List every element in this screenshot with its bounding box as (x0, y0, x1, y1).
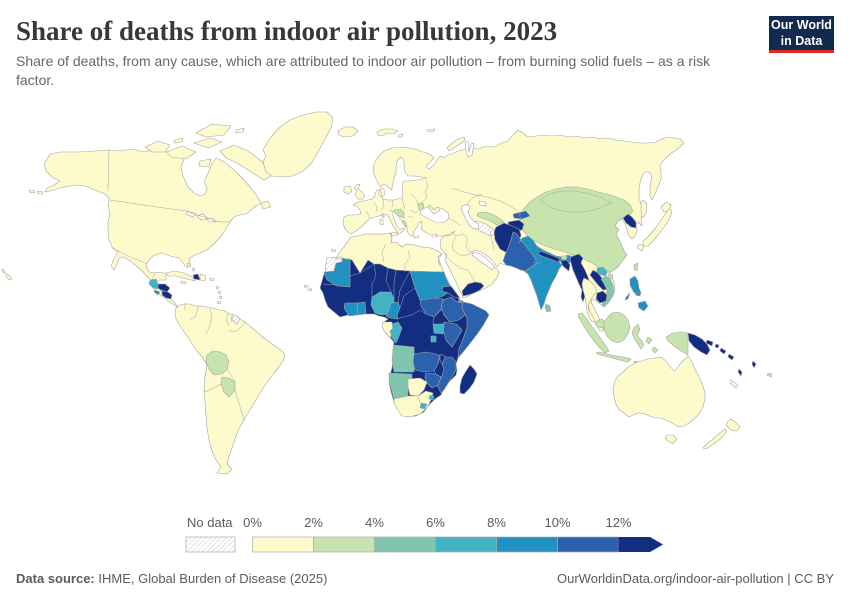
svg-text:6%: 6% (426, 515, 445, 530)
svg-text:No data: No data (187, 515, 233, 530)
svg-text:0%: 0% (243, 515, 262, 530)
svg-text:4%: 4% (365, 515, 384, 530)
svg-text:8%: 8% (487, 515, 506, 530)
svg-text:2%: 2% (304, 515, 323, 530)
svg-text:12%: 12% (605, 515, 631, 530)
svg-text:10%: 10% (544, 515, 570, 530)
